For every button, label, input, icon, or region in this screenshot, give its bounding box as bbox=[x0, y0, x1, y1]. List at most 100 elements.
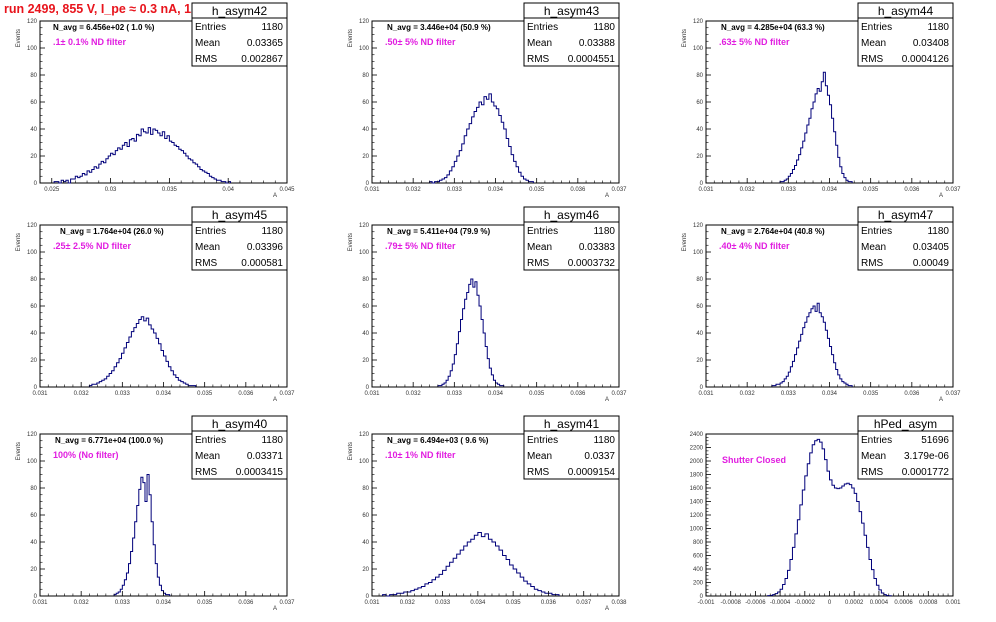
y-tick-label: 400 bbox=[693, 567, 704, 573]
x-tick-label: 0.033 bbox=[447, 391, 463, 397]
x-tick-label: 0.034 bbox=[822, 391, 838, 397]
stats-box bbox=[191, 2, 288, 67]
y-tick-label: 80 bbox=[696, 277, 703, 283]
stats-rms-value: 0.0003415 bbox=[236, 467, 284, 478]
x-tick-label: 0.045 bbox=[279, 187, 295, 193]
y-tick-label: 800 bbox=[693, 540, 704, 546]
x-tick-label: 0.036 bbox=[904, 391, 920, 397]
stats-mean-label: Mean bbox=[195, 451, 220, 462]
y-tick-label: 20 bbox=[696, 358, 703, 364]
x-tick-label: 0.0002 bbox=[845, 600, 864, 606]
stats-mean-label: Mean bbox=[527, 38, 552, 49]
filter-label: .1± 0.1% ND filter bbox=[53, 37, 126, 47]
stats-entries-value: 1180 bbox=[261, 22, 283, 33]
y-tick-label: 20 bbox=[30, 567, 37, 573]
x-tick-label: 0.036 bbox=[541, 600, 557, 606]
histogram-series bbox=[113, 474, 171, 596]
histogram-panel-h_asym47: 0.031 0.032 0.033 0.034 0.035 0.036 0.037 0 20 40… bbox=[682, 206, 961, 403]
stats-entries-label: Entries bbox=[861, 226, 892, 237]
stats-rms-value: 0.0003732 bbox=[568, 258, 616, 269]
x-tick-label: 0.031 bbox=[364, 187, 380, 193]
y-tick-label: 0 bbox=[366, 385, 370, 391]
y-tick-label: 20 bbox=[30, 154, 37, 160]
filter-label: .25± 2.5% ND filter bbox=[53, 241, 131, 251]
x-tick-label: 0.036 bbox=[570, 391, 586, 397]
y-tick-label: 100 bbox=[359, 459, 370, 465]
x-tick-label: 0.033 bbox=[781, 187, 797, 193]
filter-label: .63± 5% ND filter bbox=[719, 37, 790, 47]
stats-hist-name: h_asym44 bbox=[878, 4, 934, 18]
y-axis-label: Events bbox=[348, 233, 354, 251]
navg-label: N_avg = 5.411e+04 (79.9 %) bbox=[387, 227, 491, 236]
y-tick-label: 80 bbox=[362, 277, 369, 283]
x-tick-label: 0.031 bbox=[32, 600, 48, 606]
stats-rms-value: 0.0004551 bbox=[568, 54, 616, 65]
y-tick-label: 100 bbox=[27, 459, 38, 465]
navg-label: N_avg = 3.446e+04 (50.9 %) bbox=[387, 23, 491, 32]
stats-mean-value: 0.03383 bbox=[579, 242, 616, 253]
stats-mean-label: Mean bbox=[527, 242, 552, 253]
stats-entries-label: Entries bbox=[861, 435, 892, 446]
stats-rms-value: 0.000581 bbox=[241, 258, 283, 269]
histogram-panel-h_asym44: 0.031 0.032 0.033 0.034 0.035 0.036 0.037 0 20 40… bbox=[682, 2, 961, 199]
x-tick-label: 0.032 bbox=[74, 391, 90, 397]
y-tick-label: 60 bbox=[30, 304, 37, 310]
x-tick-label: 0.032 bbox=[400, 600, 416, 606]
y-tick-label: 40 bbox=[30, 127, 37, 133]
y-tick-label: 1400 bbox=[690, 500, 704, 506]
y-tick-label: 80 bbox=[362, 486, 369, 492]
x-tick-label: 0.035 bbox=[529, 187, 545, 193]
x-tick-label: 0.036 bbox=[238, 391, 254, 397]
x-tick-label: 0.033 bbox=[781, 391, 797, 397]
y-tick-label: 2200 bbox=[690, 446, 704, 452]
y-tick-label: 80 bbox=[30, 277, 37, 283]
y-axis-label: Events bbox=[16, 29, 22, 47]
x-tick-label: 0.035 bbox=[162, 187, 178, 193]
stats-entries-value: 1180 bbox=[261, 226, 283, 237]
y-tick-label: 2400 bbox=[690, 432, 704, 438]
x-tick-label: -0.0004 bbox=[770, 600, 791, 606]
x-axis-label: A bbox=[939, 193, 943, 199]
x-axis-label: A bbox=[273, 397, 277, 403]
x-tick-label: 0.034 bbox=[156, 600, 172, 606]
y-tick-label: 80 bbox=[696, 73, 703, 79]
histogram-panel-h_asym40: 0.031 0.032 0.033 0.034 0.035 0.036 0.037 0 20 40… bbox=[16, 415, 295, 612]
x-tick-label: 0.032 bbox=[740, 391, 756, 397]
x-tick-label: 0.032 bbox=[740, 187, 756, 193]
y-axis-label: Events bbox=[682, 233, 688, 251]
y-tick-label: 0 bbox=[34, 385, 38, 391]
histogram-panel-h_asym42: 0.025 0.03 0.035 0.04 0.045 0 20 40 60 80 100 120 Ev… bbox=[16, 2, 295, 199]
stats-hist-name: h_asym41 bbox=[544, 417, 600, 431]
stats-box bbox=[523, 206, 620, 271]
stats-box bbox=[857, 206, 954, 271]
stats-entries-label: Entries bbox=[195, 22, 226, 33]
stats-rms-value: 0.00049 bbox=[913, 258, 950, 269]
x-tick-label: 0.037 bbox=[945, 391, 961, 397]
stats-box bbox=[857, 415, 954, 480]
stats-rms-label: RMS bbox=[861, 54, 884, 65]
filter-label: .79± 5% ND filter bbox=[385, 241, 456, 251]
y-tick-label: 20 bbox=[696, 154, 703, 160]
stats-rms-label: RMS bbox=[195, 467, 218, 478]
y-tick-label: 1600 bbox=[690, 486, 704, 492]
stats-mean-value: 0.03388 bbox=[579, 38, 616, 49]
y-tick-label: 120 bbox=[693, 223, 704, 229]
y-tick-label: 60 bbox=[696, 304, 703, 310]
x-tick-label: -0.0008 bbox=[721, 600, 742, 606]
y-tick-label: 40 bbox=[30, 331, 37, 337]
y-tick-label: 0 bbox=[34, 594, 38, 600]
y-tick-label: 100 bbox=[27, 250, 38, 256]
histogram-series bbox=[382, 532, 560, 597]
x-tick-label: -0.0002 bbox=[795, 600, 816, 606]
y-tick-label: 20 bbox=[30, 358, 37, 364]
x-tick-label: 0.035 bbox=[863, 187, 879, 193]
y-tick-label: 120 bbox=[27, 432, 38, 438]
stats-mean-value: 0.03405 bbox=[913, 242, 950, 253]
stats-rms-label: RMS bbox=[527, 54, 550, 65]
x-tick-label: 0.034 bbox=[470, 600, 486, 606]
stats-rms-label: RMS bbox=[527, 467, 550, 478]
x-tick-label: 0.033 bbox=[115, 391, 131, 397]
x-tick-label: 0.035 bbox=[529, 391, 545, 397]
stats-box bbox=[191, 206, 288, 271]
y-tick-label: 0 bbox=[700, 181, 704, 187]
